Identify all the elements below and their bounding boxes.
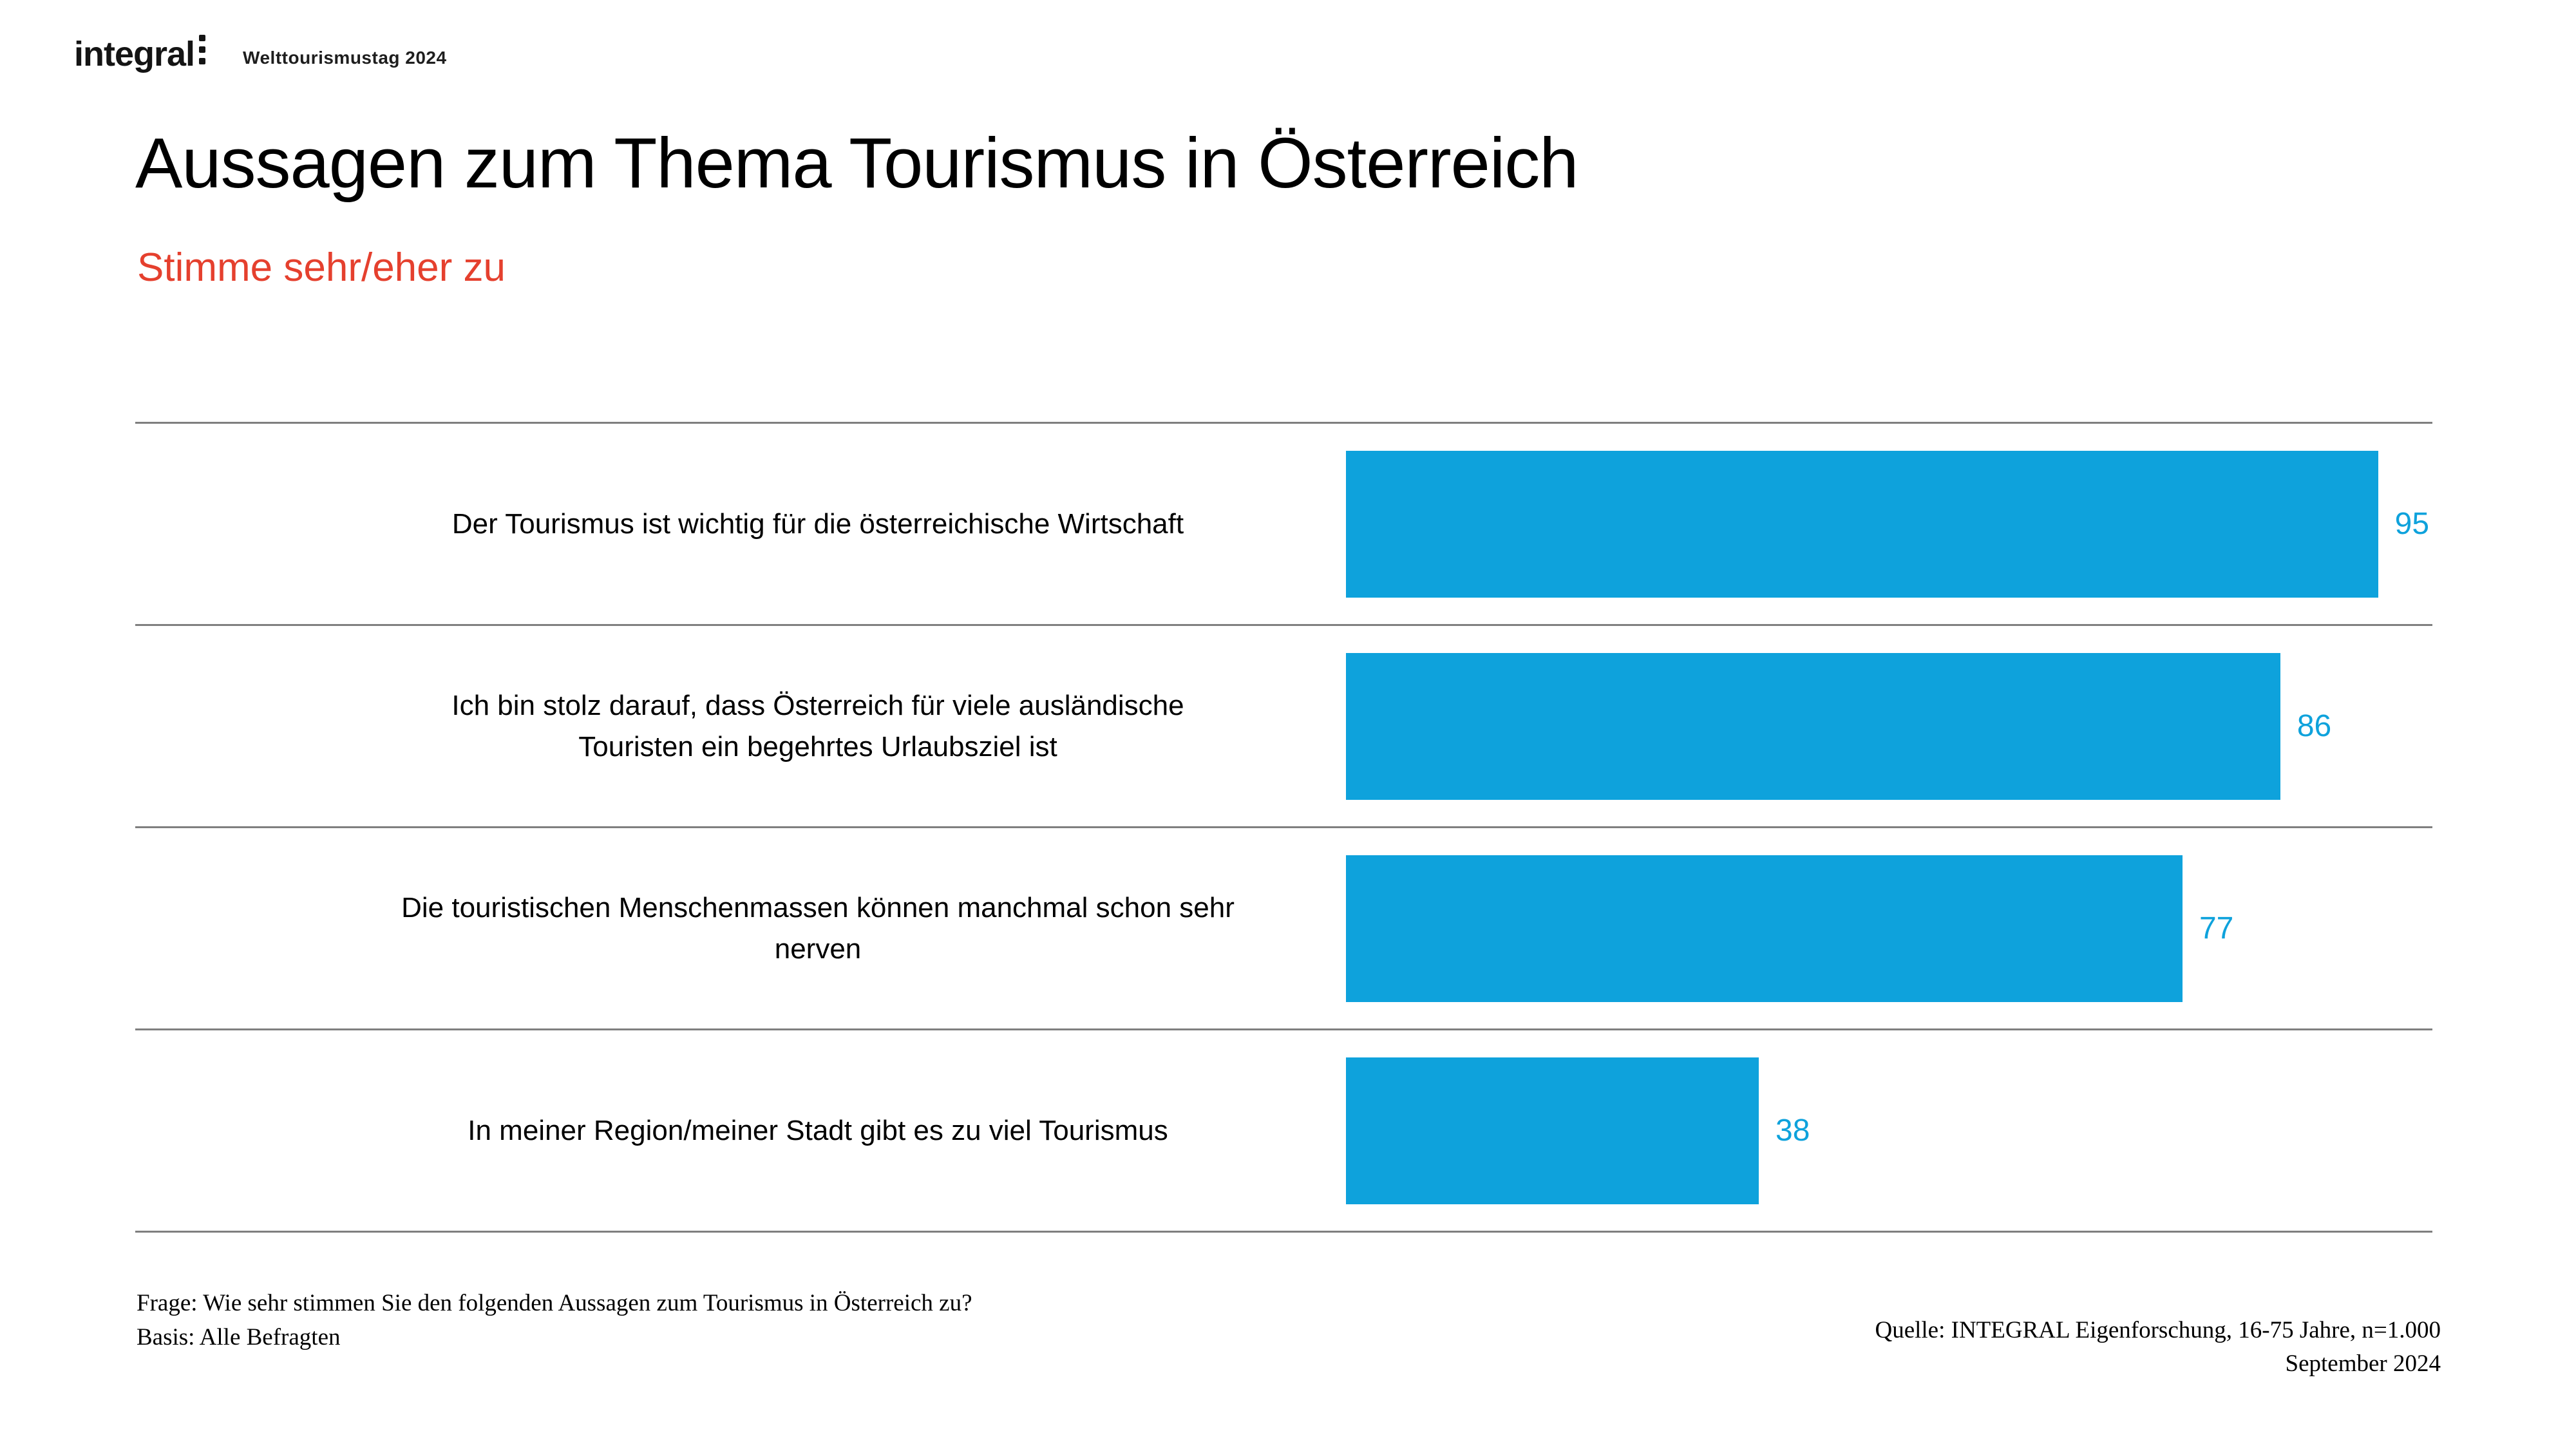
page-title: Aussagen zum Thema Tourismus in Österrei… [135, 124, 1578, 203]
chart-row: Die touristischen Menschenmassen können … [135, 826, 2432, 1028]
category-label: In meiner Region/meiner Stadt gibt es zu… [468, 1114, 1168, 1146]
vertical-three-dots-icon [199, 35, 206, 64]
category-label: Ich bin stolz darauf, dass Österreich fü… [451, 689, 1184, 762]
project-title: Welttourismustag 2024 [243, 48, 447, 68]
footnote-right: Quelle: INTEGRAL Eigenforschung, 16-75 J… [1875, 1314, 2441, 1381]
bar-chart: Der Tourismus ist wichtig für die österr… [135, 422, 2432, 1233]
value-label: 95 [2394, 506, 2430, 541]
chart-row: Ich bin stolz darauf, dass Österreich fü… [135, 624, 2432, 826]
bar [1346, 1057, 1759, 1204]
chart-row: In meiner Region/meiner Stadt gibt es zu… [135, 1028, 2432, 1231]
logo-wordmark: integral [74, 35, 195, 73]
value-label: 38 [1776, 1113, 1810, 1148]
bar [1346, 652, 2280, 800]
header: integral Welttourismustag 2024 [74, 35, 447, 71]
page-subtitle: Stimme sehr/eher zu [137, 245, 506, 290]
date-note: September 2024 [2285, 1350, 2441, 1377]
bar-track: 77 [1346, 855, 2432, 1002]
value-label: 77 [2199, 911, 2234, 945]
chart-row: Der Tourismus ist wichtig für die österr… [135, 422, 2432, 624]
integral-logo: integral [74, 35, 206, 73]
bar-track: 86 [1346, 652, 2432, 800]
footnote-left: Frage: Wie sehr stimmen Sie den folgende… [137, 1287, 972, 1354]
bar [1346, 855, 2183, 1002]
footnote-basis: Basis: Alle Befragten [137, 1323, 341, 1350]
footnote-question: Frage: Wie sehr stimmen Sie den folgende… [137, 1290, 972, 1316]
bar-track: 95 [1346, 450, 2432, 598]
category-label: Die touristischen Menschenmassen können … [401, 891, 1235, 965]
value-label: 86 [2297, 708, 2332, 743]
bar-track: 38 [1346, 1057, 2432, 1204]
source-note: Quelle: INTEGRAL Eigenforschung, 16-75 J… [1875, 1317, 2441, 1343]
category-label: Der Tourismus ist wichtig für die österr… [451, 507, 1184, 540]
bar [1346, 450, 2378, 598]
